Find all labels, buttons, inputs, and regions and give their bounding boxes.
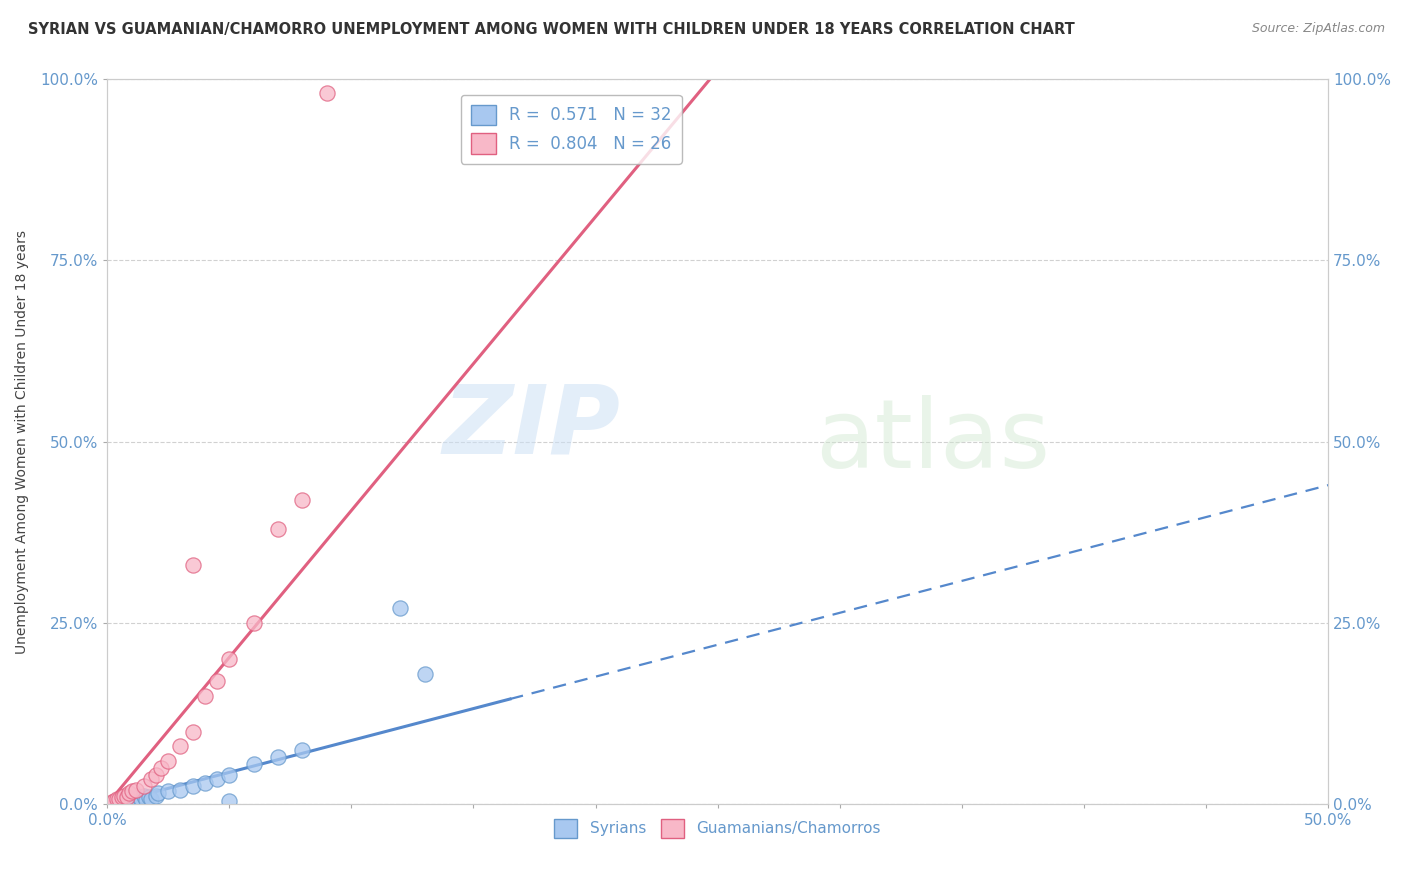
Point xyxy=(181,724,204,739)
Point xyxy=(169,739,191,754)
Point xyxy=(111,793,134,807)
Point xyxy=(135,793,157,807)
Point xyxy=(118,791,141,805)
Point xyxy=(316,87,339,101)
Point xyxy=(131,791,153,805)
Point xyxy=(139,772,162,786)
Text: atlas: atlas xyxy=(815,395,1050,488)
Point xyxy=(169,782,191,797)
Point xyxy=(181,558,204,572)
Point xyxy=(98,797,121,811)
Legend: Syrians, Guamanians/Chamorros: Syrians, Guamanians/Chamorros xyxy=(548,813,887,844)
Point xyxy=(291,492,314,507)
Point xyxy=(181,779,204,793)
Point xyxy=(115,790,138,805)
Point xyxy=(138,790,160,805)
Point xyxy=(218,652,240,666)
Point xyxy=(132,779,155,793)
Point xyxy=(111,790,134,805)
Point xyxy=(108,794,131,808)
Point xyxy=(139,791,162,805)
Point xyxy=(118,787,141,801)
Point xyxy=(121,784,143,798)
Point xyxy=(389,601,412,615)
Y-axis label: Unemployment Among Women with Children Under 18 years: Unemployment Among Women with Children U… xyxy=(15,229,30,654)
Point xyxy=(267,750,290,764)
Point xyxy=(132,789,155,803)
Point xyxy=(122,794,145,808)
Point xyxy=(125,792,148,806)
Point xyxy=(108,791,131,805)
Point xyxy=(115,795,138,809)
Point xyxy=(98,797,121,811)
Point xyxy=(145,768,167,782)
Point xyxy=(291,743,314,757)
Point xyxy=(157,784,180,798)
Point xyxy=(103,795,125,809)
Point xyxy=(267,522,290,536)
Point xyxy=(105,794,128,808)
Point xyxy=(242,757,264,772)
Text: ZIP: ZIP xyxy=(441,381,620,474)
Point xyxy=(145,789,167,803)
Text: SYRIAN VS GUAMANIAN/CHAMORRO UNEMPLOYMENT AMONG WOMEN WITH CHILDREN UNDER 18 YEA: SYRIAN VS GUAMANIAN/CHAMORRO UNEMPLOYMEN… xyxy=(28,22,1074,37)
Point xyxy=(149,761,172,775)
Point xyxy=(218,768,240,782)
Point xyxy=(112,789,135,803)
Point xyxy=(112,792,135,806)
Point xyxy=(242,615,264,630)
Point xyxy=(101,796,124,810)
Point xyxy=(125,782,148,797)
Point xyxy=(101,795,124,809)
Point xyxy=(413,666,436,681)
Text: Source: ZipAtlas.com: Source: ZipAtlas.com xyxy=(1251,22,1385,36)
Point xyxy=(121,790,143,805)
Point xyxy=(205,772,228,786)
Point xyxy=(148,787,170,801)
Point xyxy=(103,794,125,808)
Point xyxy=(194,775,217,789)
Point xyxy=(218,794,240,808)
Point xyxy=(105,792,128,806)
Point xyxy=(128,790,150,805)
Point xyxy=(205,673,228,688)
Point xyxy=(194,689,217,703)
Point xyxy=(157,754,180,768)
